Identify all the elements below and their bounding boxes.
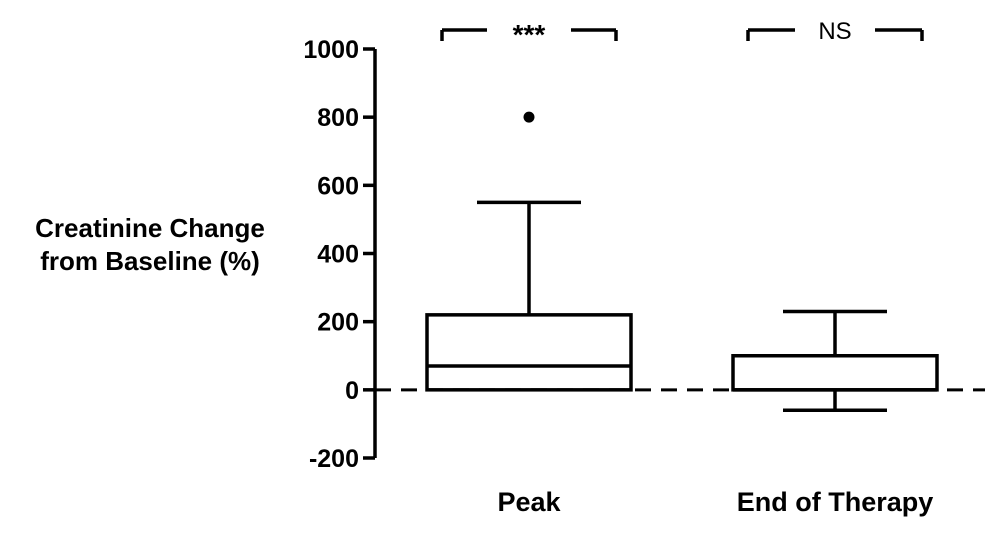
y-axis-label-line-2: from Baseline (%) — [40, 246, 260, 276]
y-tick-label-1000: 1000 — [303, 36, 359, 64]
y-tick-label-200: 200 — [317, 309, 359, 337]
significance-brackets: *** NS — [440, 18, 924, 50]
y-axis: 1000 800 600 400 200 0 -200 — [303, 36, 377, 473]
y-tick-label--200: -200 — [309, 445, 359, 473]
y-tick-label-400: 400 — [317, 241, 359, 269]
boxes — [425, 111, 939, 413]
y-tick-label-600: 600 — [317, 172, 359, 200]
y-tick-label-0: 0 — [345, 377, 359, 405]
outlier-point-1 — [523, 111, 535, 123]
significance-label: *** — [513, 19, 546, 50]
box-iqr-rect — [425, 313, 633, 392]
box-2 — [731, 309, 939, 413]
x-category-label-2: End of Therapy — [737, 487, 934, 517]
significance-bracket-1: *** — [440, 19, 618, 50]
y-tick-label-800: 800 — [317, 104, 359, 132]
x-category-label-1: Peak — [497, 487, 561, 517]
box-1 — [425, 111, 633, 392]
significance-label: NS — [818, 18, 851, 45]
box-iqr-rect — [731, 354, 939, 392]
x-category-labels: Peak End of Therapy — [497, 487, 933, 517]
significance-bracket-2: NS — [746, 18, 924, 45]
y-axis-label-line-1: Creatinine Change — [35, 213, 265, 243]
